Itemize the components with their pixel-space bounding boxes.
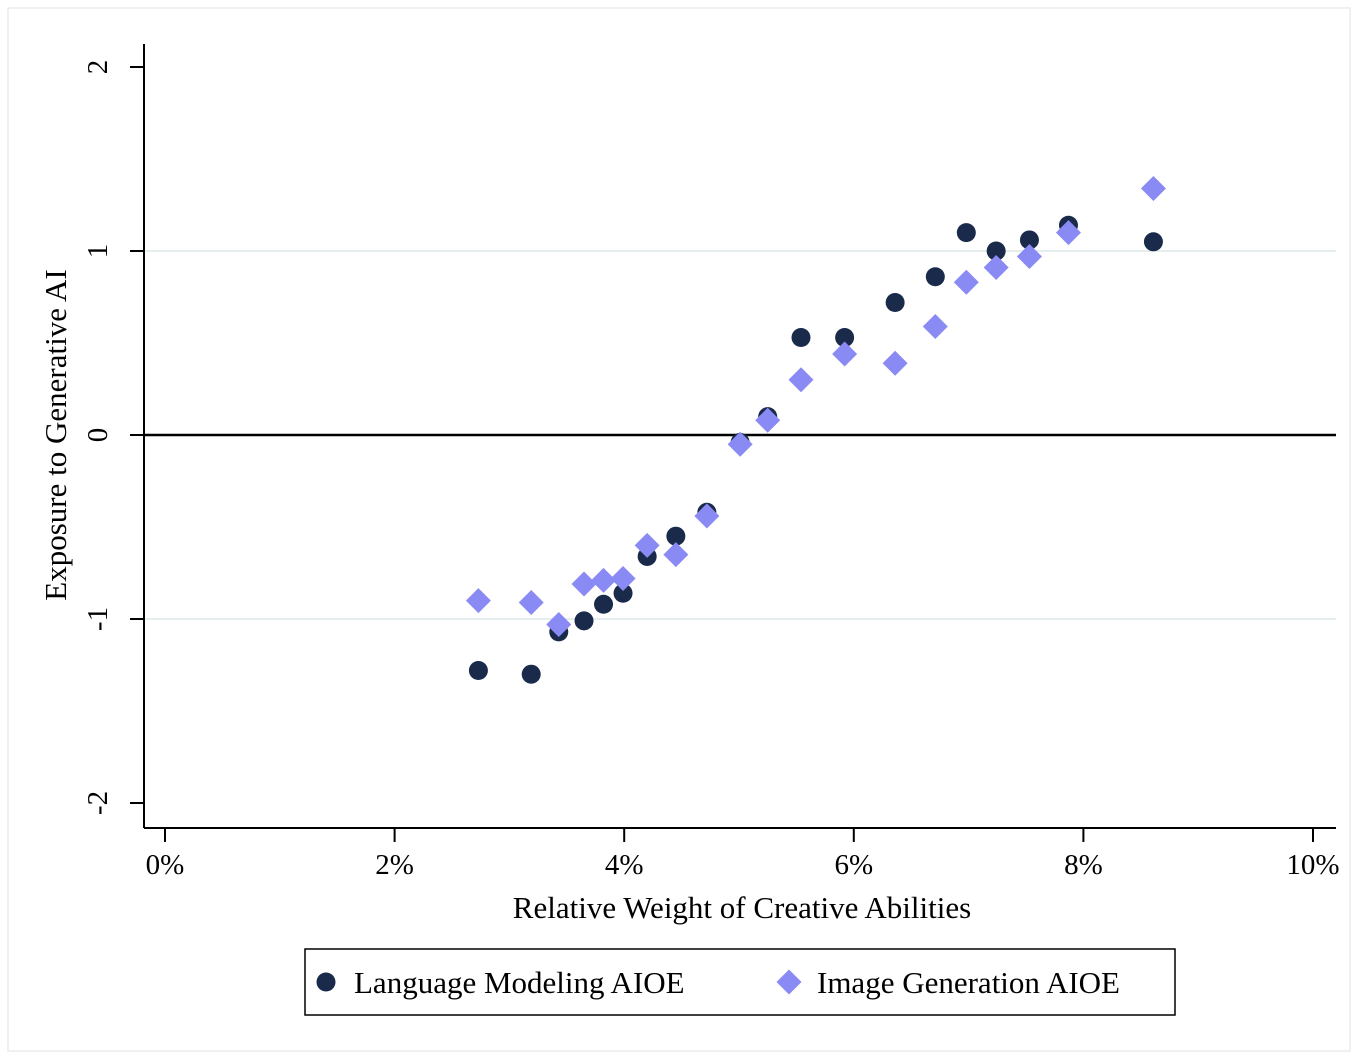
data-point-circle: [835, 327, 855, 347]
x-tick-label: 2%: [375, 849, 414, 881]
x-tick-label: 6%: [834, 849, 873, 881]
x-axis-title: Relative Weight of Creative Abilities: [513, 890, 971, 925]
legend-box: [304, 948, 1176, 1016]
data-point-diamond: [983, 255, 1009, 281]
data-point-diamond: [1140, 175, 1166, 201]
data-point-diamond: [591, 567, 617, 593]
data-point-circle: [613, 583, 633, 603]
y-tick-label: -1: [82, 607, 114, 631]
data-point-diamond: [953, 269, 979, 295]
data-point-diamond: [610, 566, 636, 592]
y-tick-label: 0: [82, 428, 114, 443]
data-point-circle: [885, 293, 905, 313]
data-point-diamond: [1055, 220, 1081, 246]
data-point-diamond: [1016, 244, 1042, 270]
data-point-circle: [666, 526, 686, 546]
legend-marker-circle: [316, 972, 336, 992]
data-point-diamond: [694, 503, 720, 529]
legend-label-image-generation: Image Generation AIOE: [817, 965, 1120, 1000]
data-point-diamond: [663, 542, 689, 568]
data-point-diamond: [788, 367, 814, 393]
data-point-circle: [1019, 230, 1039, 250]
y-axis-title: Exposure to Generative AI: [38, 269, 73, 600]
x-tick-label: 8%: [1064, 849, 1103, 881]
data-point-diamond: [546, 612, 572, 638]
gridlines: [144, 250, 1336, 620]
data-point-circle: [1143, 232, 1163, 252]
data-point-diamond: [634, 532, 660, 558]
axes: -2 -1 0 1 2 0% 2% 4% 6% 8% 10%: [82, 44, 1340, 881]
data-point-circle: [468, 661, 488, 681]
y-tick-label: 2: [82, 60, 114, 75]
series-image-generation: [465, 175, 1166, 638]
x-tick-label: 0%: [146, 849, 185, 881]
y-tick-label: -2: [82, 791, 114, 815]
data-point-diamond: [882, 350, 908, 376]
data-point-diamond: [727, 431, 753, 457]
data-points: [465, 175, 1166, 684]
data-point-circle: [956, 223, 976, 243]
data-point-diamond: [571, 571, 597, 597]
legend-label-language-modeling: Language Modeling AIOE: [354, 965, 685, 1000]
x-tick-label: 10%: [1286, 849, 1339, 881]
data-point-diamond: [465, 588, 491, 614]
data-point-circle: [521, 664, 541, 684]
data-point-circle: [574, 611, 594, 631]
data-point-circle: [594, 594, 614, 614]
data-point-diamond: [832, 341, 858, 367]
x-tick-label: 4%: [605, 849, 644, 881]
data-point-diamond: [922, 313, 948, 339]
y-tick-label: 1: [82, 244, 114, 259]
data-point-circle: [986, 241, 1006, 261]
data-point-circle: [925, 267, 945, 287]
data-point-diamond: [755, 407, 781, 433]
legend-marker-diamond: [776, 969, 802, 995]
legend: Language Modeling AIOE Image Generation A…: [304, 948, 1176, 1016]
data-point-diamond: [518, 589, 544, 615]
data-point-circle: [791, 327, 811, 347]
